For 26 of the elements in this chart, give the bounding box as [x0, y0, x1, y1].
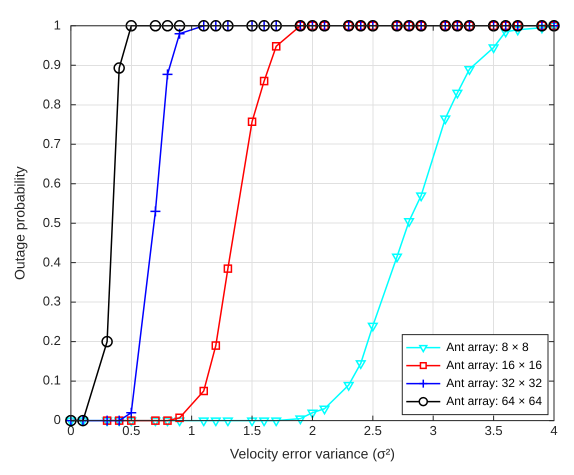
x-tick-label: 3 — [430, 422, 437, 438]
legend-label: Ant array: 8 × 8 — [446, 340, 529, 354]
x-tick-label: 2.5 — [364, 422, 382, 438]
y-tick-label: 0 — [54, 412, 61, 428]
y-tick-label: 0.7 — [42, 136, 61, 151]
y-tick-label: 0.3 — [42, 294, 61, 309]
x-tick-label: 1 — [188, 422, 196, 438]
y-tick-label: 0.4 — [42, 254, 61, 270]
x-axis-title: Velocity error variance (σ²) — [230, 445, 395, 462]
x-tick-label: 3.5 — [484, 422, 503, 438]
x-tick-label: 2 — [308, 422, 316, 438]
y-tick-label: 0.6 — [42, 175, 61, 190]
legend-label: Ant array: 32 × 32 — [446, 376, 542, 390]
x-tick-label: 0.5 — [122, 422, 140, 438]
x-tick-label: 0 — [67, 422, 74, 438]
x-tick-label: 1.5 — [243, 422, 262, 438]
y-tick-label: 0.1 — [42, 372, 61, 388]
y-tick-label: 0.5 — [42, 214, 61, 230]
legend-label: Ant array: 16 × 16 — [446, 358, 542, 372]
x-tick-label: 4 — [550, 422, 558, 438]
y-tick-label: 0.8 — [42, 96, 61, 112]
y-tick-label: 0.9 — [42, 56, 61, 72]
legend-label: Ant array: 64 × 64 — [446, 394, 542, 408]
y-tick-label: 0.2 — [42, 333, 61, 348]
y-tick-label: 1 — [54, 17, 61, 32]
y-axis-title: Outage probability — [11, 166, 28, 280]
